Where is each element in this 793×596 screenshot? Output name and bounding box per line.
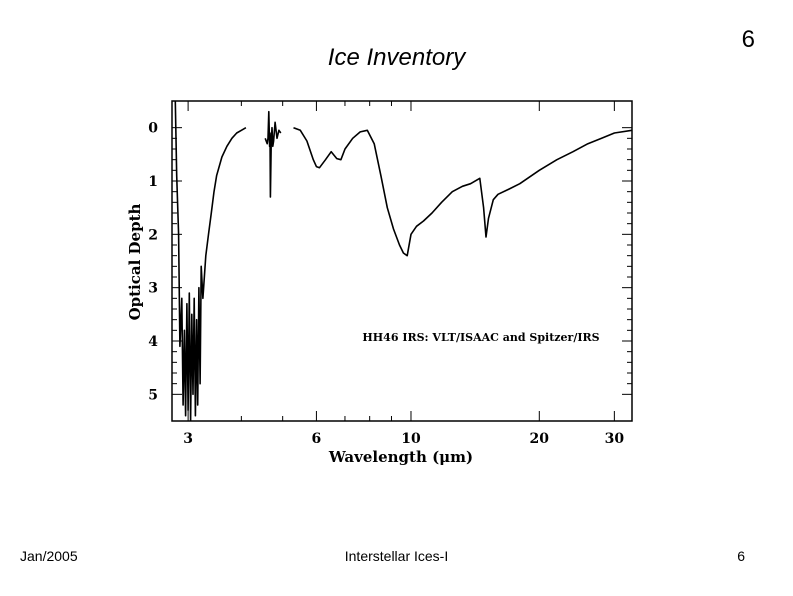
x-axis-label: Wavelength (μm) [328,448,473,466]
y-tick-label: 5 [148,387,158,403]
slide-title: Ice Inventory [0,44,793,72]
axis-ticks [172,101,632,421]
x-tick-label: 30 [605,431,625,447]
slide-number-top: 6 [741,26,755,53]
x-tick-label: 10 [401,431,421,447]
footer-title: Interstellar Ices-I [344,548,449,564]
plot-frame [171,100,633,422]
y-tick-label: 2 [148,227,158,243]
y-tick-label: 3 [148,281,158,297]
x-tick-label: 3 [183,431,193,447]
y-tick-label: 4 [148,334,158,350]
footer-slide-number: 6 [737,548,745,564]
y-tick-label: 1 [148,174,158,190]
plot-area-border [171,100,633,422]
chart-annotation: HH46 IRS: VLT/ISAAC and Spitzer/IRS [362,331,599,344]
spectrum-line-3 [293,126,632,257]
x-tick-label: 6 [312,431,322,447]
footer-date: Jan/2005 [20,548,78,564]
spectrum-line-2 [264,110,282,198]
axis-tick-labels: 3 6 10 20 30 0 1 2 3 4 5 [148,121,624,447]
y-tick-label: 0 [148,121,158,137]
spectrum-line-1 [174,101,247,421]
x-tick-label: 20 [530,431,550,447]
y-axis-label: Optical Depth [126,203,144,320]
series-layer [174,101,632,421]
slide-title-text: Ice Inventory [327,44,466,71]
